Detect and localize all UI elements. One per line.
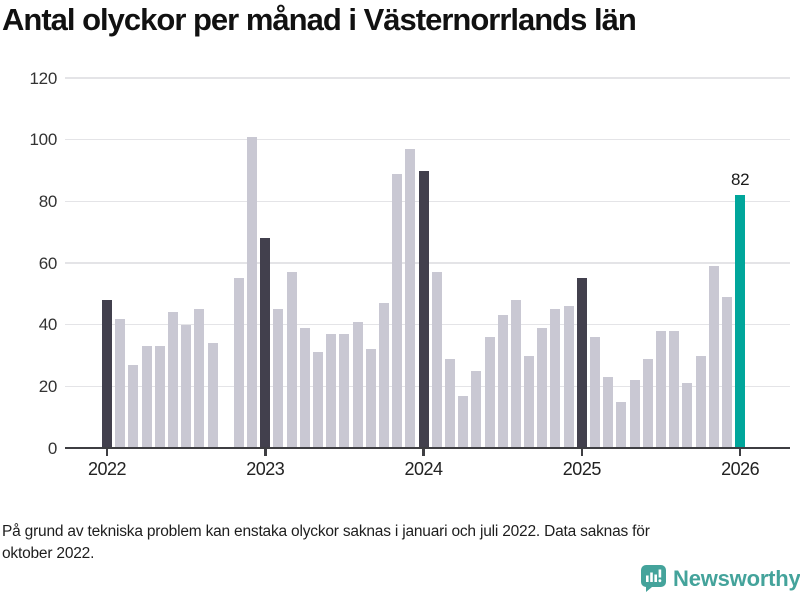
bar-2025-02 (590, 337, 601, 448)
bar-2025-11 (708, 266, 719, 448)
bar-2022-11 (233, 278, 244, 448)
bar-2023-02 (273, 309, 284, 448)
bar-2024-04 (458, 395, 469, 448)
bar-2023-07 (339, 333, 350, 448)
x-axis-tick (738, 449, 742, 456)
bar-2025-01 (576, 278, 587, 448)
bar-2025-10 (695, 355, 706, 448)
bar-2022-06 (167, 312, 178, 448)
y-axis-tick-label: 0 (47, 438, 57, 458)
x-axis-tick-label: 2022 (87, 459, 127, 479)
gridline-120 (65, 77, 790, 79)
x-axis-tick-label: 2025 (562, 459, 602, 479)
newsworthy-logo-icon (641, 565, 666, 592)
bar-2024-02 (431, 272, 442, 448)
newsworthy-logo-text: Newsworthy (673, 565, 800, 591)
bar-2022-05 (154, 346, 165, 448)
bar-2022-04 (141, 346, 152, 448)
y-axis-tick-label: 40 (38, 315, 58, 335)
bar-2024-10 (537, 327, 548, 448)
x-axis-tick (580, 449, 584, 456)
bar-2024-06 (484, 337, 495, 448)
y-axis-tick-label: 100 (29, 130, 58, 150)
bar-value-label: 82 (730, 170, 750, 190)
bar-2023-01 (260, 238, 271, 448)
x-axis-tick-label: 2026 (721, 459, 760, 479)
bar-2024-09 (524, 355, 535, 448)
bar-2022-01 (102, 300, 112, 448)
bar-2024-07 (497, 315, 508, 448)
newsworthy-logo: Newsworthy (641, 565, 800, 592)
x-axis-tick-label: 2024 (404, 459, 444, 479)
y-axis-tick-label: 60 (38, 253, 58, 273)
bar-2022-03 (128, 364, 139, 448)
bar-2025-07 (655, 330, 666, 448)
bar-2022-08 (194, 309, 205, 448)
y-axis-tick-label: 120 (29, 68, 58, 88)
bar-2023-03 (286, 272, 297, 448)
bar-2023-09 (365, 349, 376, 448)
bar-2022-02 (115, 318, 126, 448)
bar-2025-04 (616, 401, 627, 448)
bar-2025-12 (721, 296, 732, 448)
bar-2022-07 (181, 324, 192, 448)
plot-area: 0 20 40 60 80 100 120 82 2022 2023 2024 2025 2026 (30, 69, 790, 479)
chart-title: Antal olyckor per månad i Västernorrland… (2, 2, 637, 37)
bar-2023-04 (299, 327, 310, 448)
bar-2025-08 (669, 330, 680, 448)
bar-2024-03 (444, 358, 455, 448)
bar-2022-09 (207, 343, 218, 448)
bar-2023-06 (326, 333, 337, 448)
bar-2022-12 (247, 136, 258, 448)
y-axis-tick-label: 80 (38, 191, 58, 211)
x-axis-tick (422, 449, 425, 456)
bar-2025-06 (642, 358, 653, 448)
bar-2024-08 (510, 300, 521, 448)
x-axis-tick (264, 449, 267, 456)
bar-2023-12 (405, 148, 416, 448)
x-axis-tick (105, 449, 109, 456)
bar-2023-10 (378, 303, 389, 448)
bar-2023-08 (352, 321, 363, 448)
bar-2024-11 (550, 309, 561, 448)
bar-2025-05 (629, 380, 640, 448)
bar-2024-12 (563, 306, 574, 448)
y-axis-tick-label: 20 (38, 376, 58, 396)
gridline-100 (65, 138, 790, 141)
bar-2024-01 (418, 170, 429, 448)
x-axis-tick-label: 2023 (246, 459, 285, 479)
footnote: På grund av tekniska problem kan enstaka… (2, 523, 650, 562)
bar-2025-09 (682, 383, 693, 448)
bar-2025-03 (603, 377, 614, 448)
bar-2023-05 (313, 352, 324, 448)
bar-2023-11 (392, 173, 403, 448)
bar-2026-01 (735, 195, 746, 448)
x-axis-line (65, 446, 790, 449)
bar-2024-05 (471, 370, 482, 448)
